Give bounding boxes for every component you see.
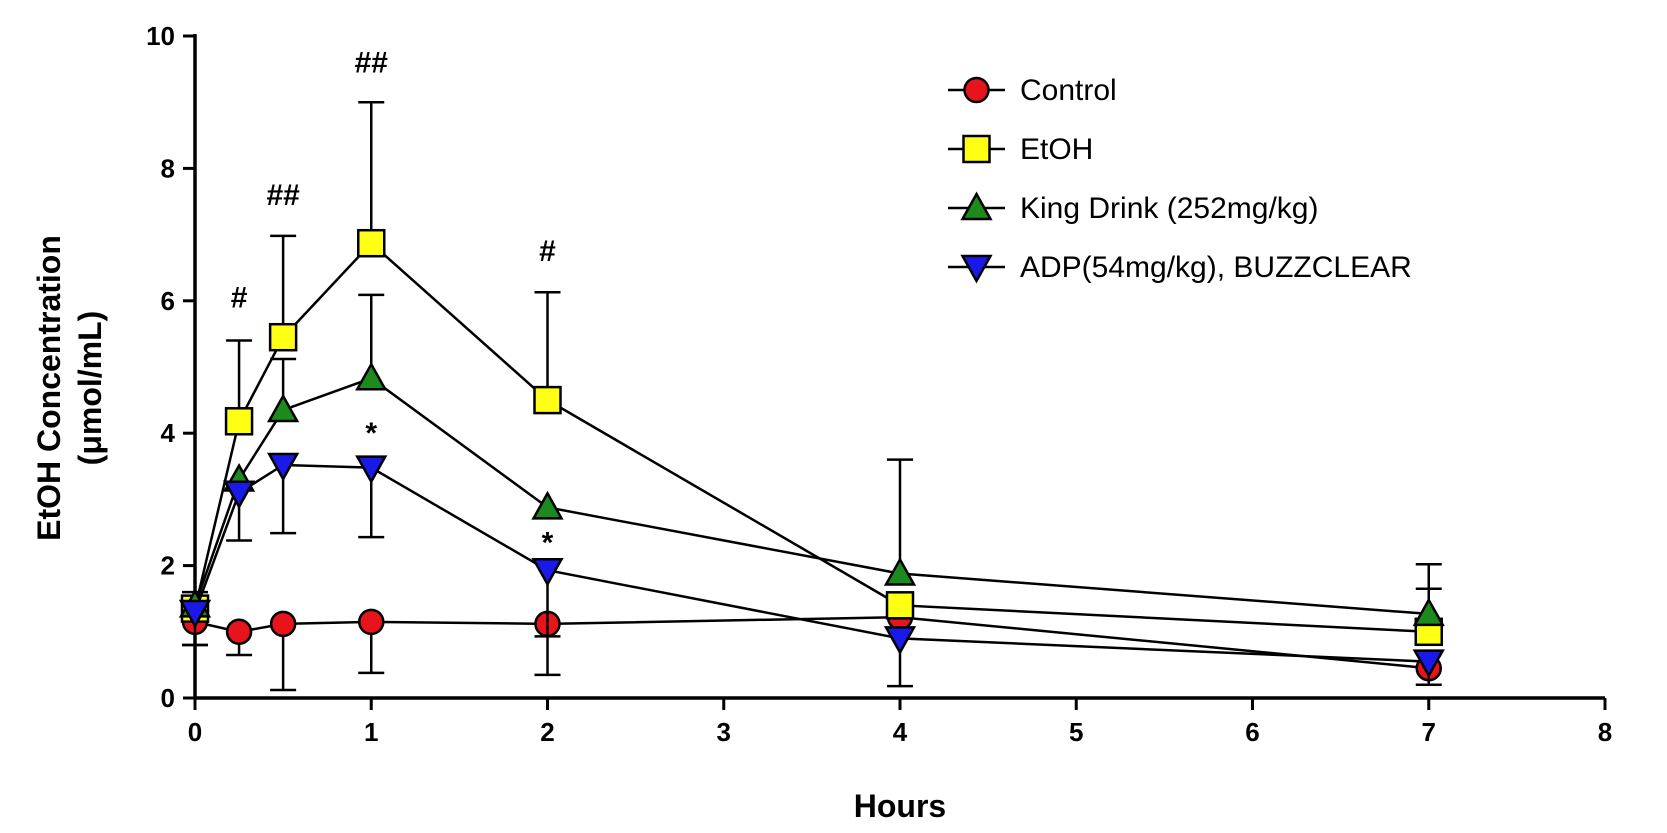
series-line [193,463,1429,663]
series-line [193,241,1429,634]
data-point-marker [224,407,254,436]
series-etoh [180,100,1443,647]
data-point-marker [222,480,256,510]
y-axis-title: EtOH Concentration [31,235,67,541]
series-control [181,603,1442,692]
series-adp-54mg-kg-buzzclear [178,452,1445,688]
data-point-marker [357,228,386,258]
data-point-marker [355,455,388,485]
y-tick-label: 6 [161,286,175,316]
x-tick-label: 7 [1422,717,1436,747]
significance-mark: ## [355,46,389,79]
x-axis-ticks: 0 1 2 3 4 5 6 7 8 [188,698,1612,747]
data-point-marker [225,618,253,646]
x-tick-label: 4 [893,717,908,747]
significance-mark: * [365,417,377,450]
y-tick-label: 8 [161,153,175,183]
data-point-marker [1412,649,1445,679]
significance-mark: # [231,281,248,314]
legend-item: Control [948,74,1117,107]
x-axis-title: Hours [854,788,946,824]
legend-label: ADP(54mg/kg), BUZZCLEAR [1020,251,1412,284]
legend-marker [960,254,993,284]
y-axis-title-units: (μmol/mL) [72,311,108,466]
data-point-marker [885,591,915,620]
series-line [193,376,1429,616]
significance-mark: ## [266,179,300,212]
data-point-marker [269,610,297,638]
significance-mark: * [542,526,554,559]
legend-label: EtOH [1020,133,1093,166]
series-layer [178,100,1445,692]
legend-marker [963,76,990,104]
data-point-marker [531,490,564,520]
y-tick-label: 10 [146,21,175,51]
legend-label: King Drink (252mg/kg) [1020,192,1318,225]
legend-item: ADP(54mg/kg), BUZZCLEAR [948,251,1412,284]
data-point-marker [1412,597,1445,627]
x-tick-label: 3 [717,717,731,747]
x-tick-label: 5 [1069,717,1083,747]
legend-marker [962,134,991,164]
x-tick-label: 8 [1598,717,1612,747]
legend-label: Control [1020,74,1117,107]
data-point-marker [883,626,917,655]
data-point-marker [531,557,564,587]
data-point-marker [178,599,212,629]
data-point-marker [355,361,388,391]
significance-annotations: ######** [231,46,556,559]
y-tick-label: 0 [161,683,175,713]
x-tick-label: 0 [188,717,202,747]
legend-item: King Drink (252mg/kg) [948,191,1318,225]
legend-item: EtOH [948,133,1093,166]
significance-mark: # [539,235,556,268]
x-tick-label: 2 [540,717,554,747]
data-point-marker [358,608,385,636]
data-point-marker [268,322,298,352]
y-axis-ticks: 0 2 4 6 8 10 [146,21,195,713]
y-tick-label: 2 [161,551,175,581]
data-point-marker [266,452,300,482]
y-tick-label: 4 [161,418,176,448]
legend: Control EtOH King Drink (252mg/kg) ADP(54mg… [948,74,1412,284]
x-tick-label: 1 [364,717,378,747]
data-point-marker [266,393,300,423]
legend-marker [960,191,993,221]
x-tick-label: 6 [1245,717,1259,747]
data-point-marker [533,385,562,415]
data-point-marker [883,556,917,586]
